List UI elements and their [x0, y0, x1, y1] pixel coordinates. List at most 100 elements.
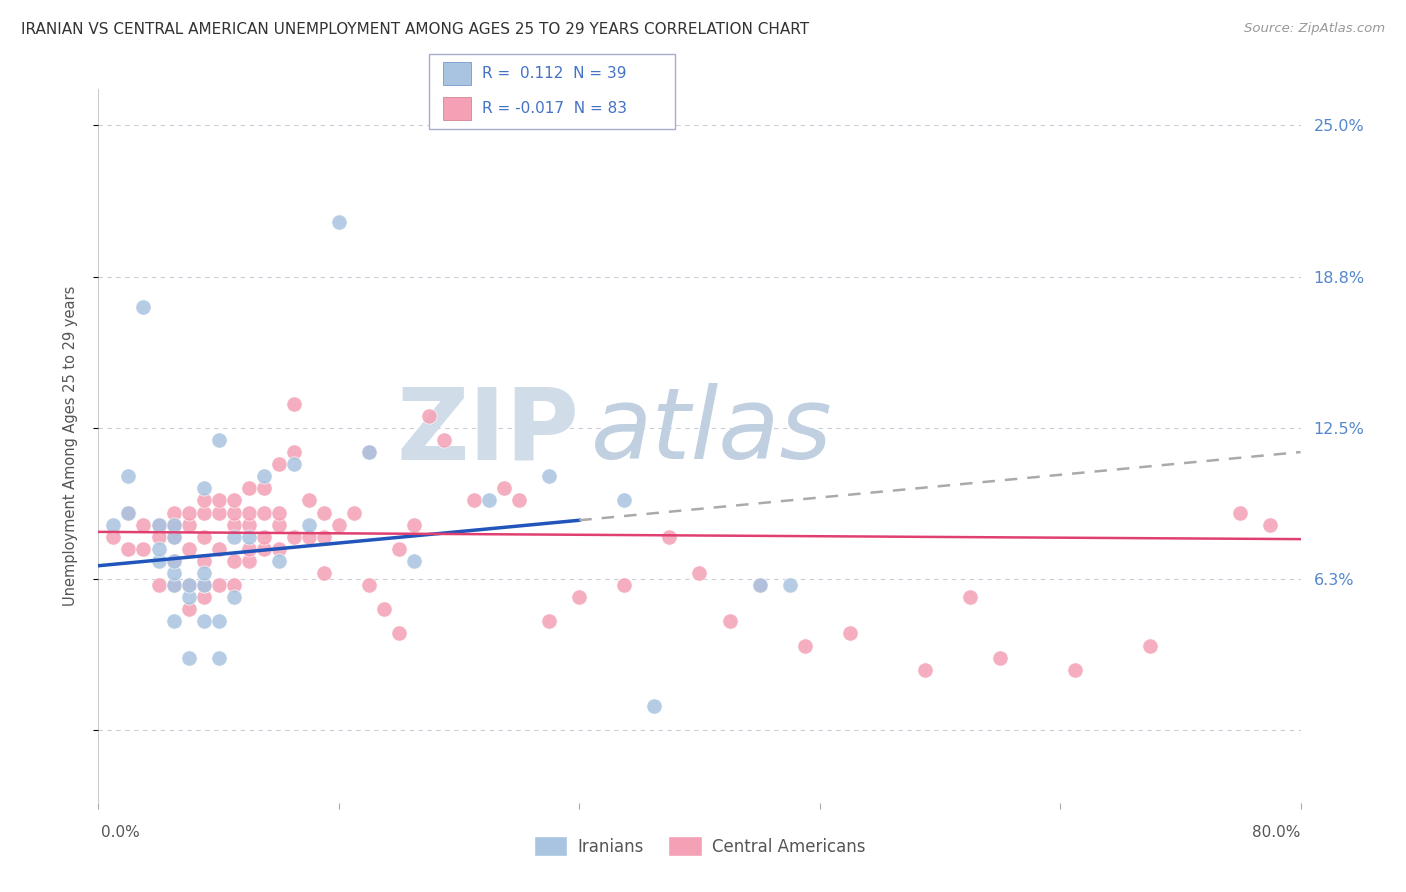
Point	[298, 493, 321, 508]
Point	[343, 506, 366, 520]
Point	[132, 517, 155, 532]
Point	[748, 578, 770, 592]
Point	[177, 578, 200, 592]
Y-axis label: Unemployment Among Ages 25 to 29 years: Unemployment Among Ages 25 to 29 years	[63, 285, 77, 607]
Point	[117, 541, 139, 556]
Point	[418, 409, 440, 423]
Point	[388, 626, 411, 640]
Point	[208, 615, 231, 629]
Point	[193, 481, 215, 495]
Point	[148, 530, 170, 544]
Point	[463, 493, 485, 508]
Point	[162, 517, 184, 532]
Point	[1229, 506, 1251, 520]
Point	[267, 506, 290, 520]
Point	[208, 493, 231, 508]
Point	[312, 506, 335, 520]
Point	[838, 626, 860, 640]
Point	[478, 493, 501, 508]
Point	[283, 445, 305, 459]
Point	[162, 554, 184, 568]
Point	[402, 517, 425, 532]
Point	[193, 578, 215, 592]
Point	[222, 578, 245, 592]
Point	[373, 602, 395, 616]
Text: atlas: atlas	[592, 384, 832, 480]
Point	[238, 517, 260, 532]
Point	[238, 530, 260, 544]
Point	[177, 590, 200, 604]
Point	[388, 541, 411, 556]
Point	[748, 578, 770, 592]
Point	[177, 650, 200, 665]
Point	[1139, 639, 1161, 653]
Legend: Iranians, Central Americans: Iranians, Central Americans	[527, 830, 872, 863]
Point	[914, 663, 936, 677]
Text: 80.0%: 80.0%	[1253, 825, 1301, 840]
Point	[267, 517, 290, 532]
Point	[267, 554, 290, 568]
Point	[148, 578, 170, 592]
Point	[283, 397, 305, 411]
Point	[283, 457, 305, 471]
Point	[193, 530, 215, 544]
Text: 0.0%: 0.0%	[101, 825, 141, 840]
Point	[148, 517, 170, 532]
Point	[568, 590, 591, 604]
Point	[222, 493, 245, 508]
Point	[193, 590, 215, 604]
Point	[253, 530, 276, 544]
Point	[222, 590, 245, 604]
Point	[208, 650, 231, 665]
Text: Source: ZipAtlas.com: Source: ZipAtlas.com	[1244, 22, 1385, 36]
Point	[222, 517, 245, 532]
Point	[148, 541, 170, 556]
Point	[193, 615, 215, 629]
Point	[177, 506, 200, 520]
Point	[208, 541, 231, 556]
Point	[718, 615, 741, 629]
Point	[117, 506, 139, 520]
Point	[162, 530, 184, 544]
Point	[357, 445, 380, 459]
Point	[267, 457, 290, 471]
Point	[402, 554, 425, 568]
Point	[328, 215, 350, 229]
Point	[238, 541, 260, 556]
Point	[613, 493, 636, 508]
Point	[238, 506, 260, 520]
Point	[298, 530, 321, 544]
Point	[193, 578, 215, 592]
Text: ZIP: ZIP	[396, 384, 579, 480]
Point	[1260, 517, 1282, 532]
Point	[222, 554, 245, 568]
Point	[193, 493, 215, 508]
Point	[132, 300, 155, 314]
Point	[162, 566, 184, 580]
Point	[162, 517, 184, 532]
Point	[162, 530, 184, 544]
Point	[177, 578, 200, 592]
Point	[328, 517, 350, 532]
Point	[959, 590, 981, 604]
Point	[312, 566, 335, 580]
Point	[103, 517, 125, 532]
Point	[643, 699, 665, 714]
Point	[103, 530, 125, 544]
Text: R = -0.017  N = 83: R = -0.017 N = 83	[482, 101, 627, 116]
Point	[162, 578, 184, 592]
Point	[253, 469, 276, 483]
Point	[117, 506, 139, 520]
Point	[658, 530, 681, 544]
Text: IRANIAN VS CENTRAL AMERICAN UNEMPLOYMENT AMONG AGES 25 TO 29 YEARS CORRELATION C: IRANIAN VS CENTRAL AMERICAN UNEMPLOYMENT…	[21, 22, 810, 37]
Point	[538, 615, 561, 629]
Point	[357, 445, 380, 459]
Point	[148, 554, 170, 568]
Point	[238, 554, 260, 568]
Point	[177, 517, 200, 532]
Point	[132, 541, 155, 556]
Point	[162, 615, 184, 629]
Point	[162, 578, 184, 592]
Point	[298, 517, 321, 532]
Point	[208, 578, 231, 592]
